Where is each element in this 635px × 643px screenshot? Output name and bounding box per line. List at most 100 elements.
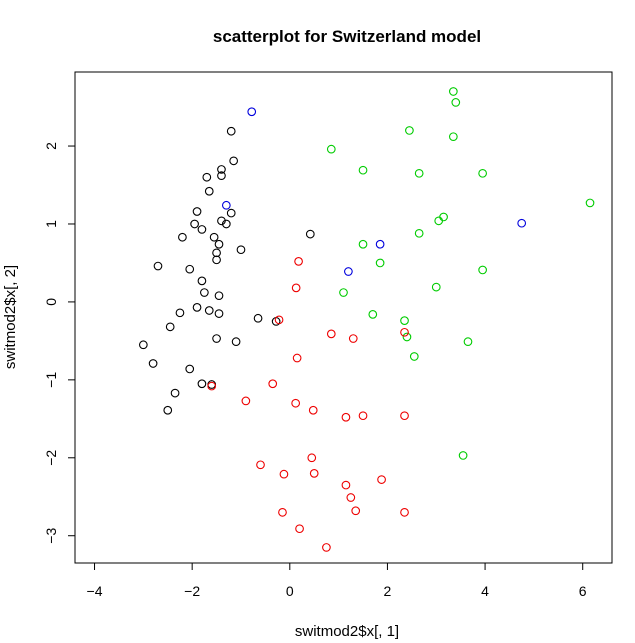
data-point [163,405,173,415]
data-point [377,475,386,484]
y-tick-label: 2 [43,142,59,150]
data-point [478,265,487,275]
x-tick-label: 2 [384,583,392,599]
data-point [308,405,318,415]
data-point [368,310,378,319]
y-axis: −3 −2 −1 0 1 2 [43,142,76,544]
data-point [341,480,351,490]
data-point [278,507,287,517]
data-point [192,303,202,312]
data-point [292,353,302,363]
data-point [138,340,148,350]
data-point [226,126,236,136]
data-point [236,245,246,255]
data-point [341,412,351,422]
data-point [204,306,214,315]
data-point [268,379,278,389]
data-point [217,171,226,181]
x-tick-label: −4 [87,583,103,599]
y-tick-label: −1 [43,372,59,388]
data-point [346,493,356,502]
data-point [434,216,444,226]
data-point [409,352,419,361]
data-point [217,216,226,226]
data-point [400,327,409,337]
data-point [153,261,163,271]
chart-title: scatterplot for Switzerland model [213,27,481,46]
data-point [212,248,221,258]
data-point [405,126,414,135]
data-point [256,460,265,470]
data-point [247,107,257,117]
plot-frame [74,71,613,564]
data-point [178,232,187,242]
data-point [185,264,195,274]
data-point [229,156,239,166]
data-point [414,168,424,178]
y-tick-label: −3 [43,528,59,544]
data-point [309,469,319,478]
y-axis-label: switmod2$x[, 2] [2,265,19,369]
x-tick-label: 6 [579,583,587,599]
data-point [400,316,409,325]
data-point [348,334,358,343]
data-point [431,282,441,292]
data-point [226,208,236,218]
data-point [414,228,424,238]
data-point [439,212,448,222]
x-axis: −4 −2 0 2 4 6 [87,562,593,599]
data-point [402,332,412,342]
y-tick-label: 1 [43,220,59,228]
data-point [221,219,231,229]
data-point [197,225,207,234]
data-point [170,388,180,398]
data-point [295,524,304,534]
data-point [307,453,317,463]
data-point [448,132,458,142]
data-point [204,186,214,196]
data-point [221,200,231,210]
data-point [197,379,207,389]
x-tick-label: 4 [481,583,489,599]
y-tick-label: −2 [43,450,59,466]
data-point [291,283,301,293]
data-point [217,165,226,174]
data-point [231,337,241,347]
data-point [326,144,336,154]
y-tick-label: 0 [43,298,59,306]
data-point [209,232,219,242]
x-tick-label: 0 [286,583,294,599]
data-point [294,257,303,266]
data-point [400,411,409,421]
data-point [458,451,468,460]
data-point [207,381,217,391]
data-point [214,239,224,249]
data-point [351,506,361,516]
data-point [448,87,458,96]
data-point [375,239,385,249]
data-point [214,309,224,318]
data-point [358,411,368,421]
x-tick-label: −2 [184,583,200,599]
data-point [185,364,195,374]
data-point [212,334,221,343]
data-point [517,218,527,228]
data-point [344,267,353,276]
data-point [375,258,385,268]
data-point [358,165,368,175]
data-point [291,398,301,408]
x-axis-label: switmod2$x[, 1] [295,623,399,640]
data-point [214,291,224,301]
data-point [451,98,461,107]
data-point [478,168,487,178]
data-point [148,359,158,368]
data-point [190,219,199,229]
data-points [138,87,595,552]
data-point [358,239,368,249]
data-point [400,507,409,517]
data-point [274,315,284,325]
data-point [175,308,185,318]
data-point [339,288,348,297]
data-point [463,337,473,347]
